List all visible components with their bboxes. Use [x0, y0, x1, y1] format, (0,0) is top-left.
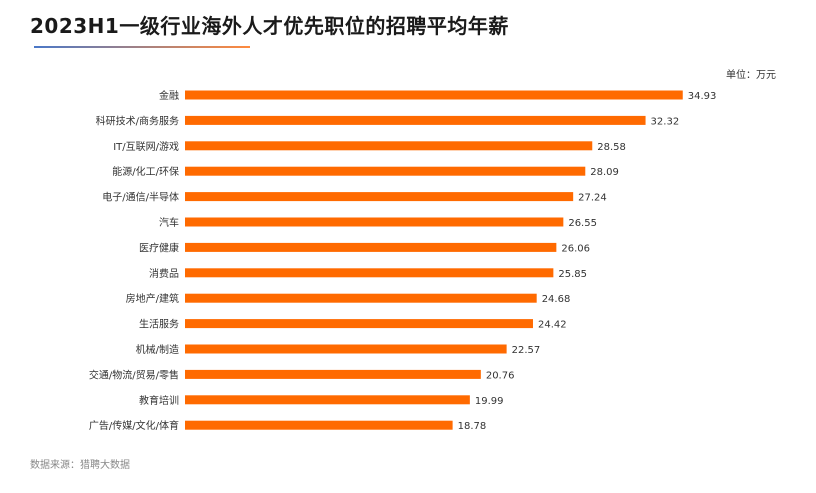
value-label: 25.85 [558, 269, 587, 280]
bar [185, 268, 554, 278]
category-label: 教育培训 [139, 394, 179, 407]
value-label: 24.68 [542, 294, 571, 305]
category-label: 电子/通信/半导体 [102, 191, 179, 204]
category-label: 金融 [159, 89, 179, 102]
category-label: 科研技术/商务服务 [96, 114, 179, 127]
bar [185, 319, 533, 329]
category-label: 机械/制造 [136, 343, 179, 356]
value-label: 28.09 [590, 167, 619, 178]
value-label: 18.78 [458, 421, 487, 432]
value-label: 32.32 [651, 116, 680, 127]
unit-label: 单位：万元 [726, 70, 776, 81]
value-label: 26.55 [568, 218, 597, 229]
category-label: IT/互联网/游戏 [113, 140, 179, 153]
source-note: 数据来源：猎聘大数据 [30, 460, 130, 471]
category-label: 医疗健康 [139, 241, 179, 254]
bar [185, 166, 586, 176]
bar [185, 115, 646, 125]
value-label: 24.42 [538, 320, 567, 331]
value-label: 22.57 [512, 345, 541, 356]
value-label: 28.58 [597, 142, 626, 153]
bar [185, 90, 683, 100]
bar [185, 369, 481, 379]
bar [185, 141, 593, 151]
bar [185, 293, 537, 303]
value-label: 19.99 [475, 396, 504, 407]
bar [185, 217, 564, 227]
category-label: 消费品 [149, 267, 179, 280]
chart-title: 2023H1一级行业海外人才优先职位的招聘平均年薪 [30, 14, 509, 38]
title-underline [34, 46, 250, 48]
category-label: 汽车 [159, 216, 179, 229]
value-label: 27.24 [578, 193, 607, 204]
value-label: 34.93 [688, 91, 717, 102]
value-label: 26.06 [561, 243, 590, 254]
bar [185, 344, 507, 354]
category-label: 交通/物流/贸易/零售 [89, 368, 179, 381]
category-label: 生活服务 [139, 318, 179, 331]
bar [185, 242, 557, 252]
value-label: 20.76 [486, 370, 515, 381]
bar [185, 192, 574, 202]
category-label: 房地产/建筑 [126, 292, 179, 305]
category-label: 广告/传媒/文化/体育 [89, 419, 179, 432]
category-label: 能源/化工/环保 [112, 165, 179, 178]
bar [185, 420, 453, 430]
bar [185, 395, 470, 405]
